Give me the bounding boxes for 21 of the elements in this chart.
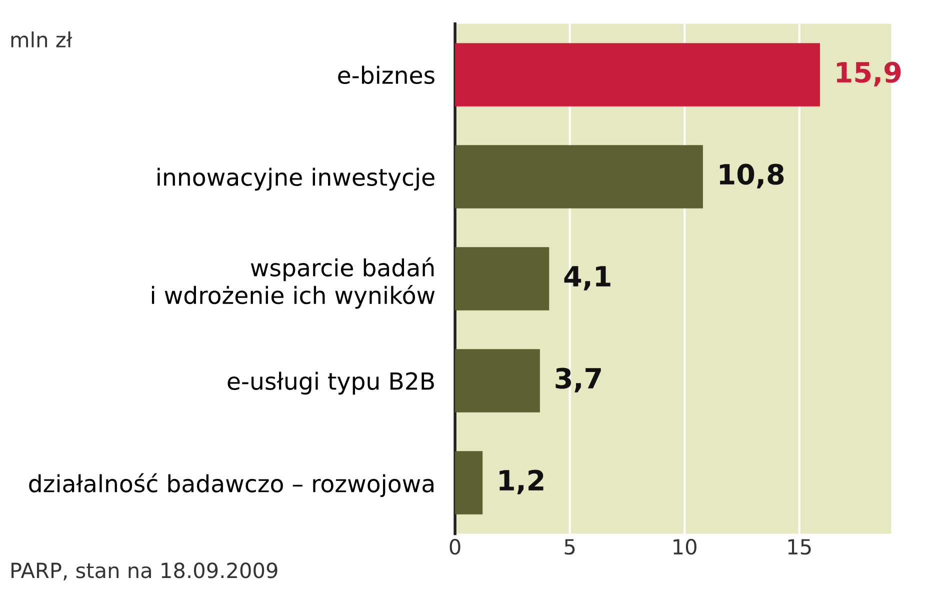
y-tick-label: działalność badawczo – rozwojowa bbox=[29, 473, 434, 498]
y-tick-label: e-usługi typu B2B bbox=[228, 372, 434, 395]
bar bbox=[455, 349, 540, 412]
x-tick-label: 0 bbox=[450, 538, 460, 555]
bar bbox=[455, 451, 483, 514]
x-tick-label: 5 bbox=[564, 539, 575, 555]
bar bbox=[455, 145, 703, 208]
y-tick-label: e-biznes bbox=[338, 66, 434, 84]
bar bbox=[455, 247, 550, 310]
text: mln zł bbox=[11, 31, 72, 48]
data-label: 10,8 bbox=[720, 164, 784, 188]
data-label: 1,2 bbox=[500, 470, 544, 494]
text: PARP, stan na 18.09.2009 bbox=[12, 562, 278, 580]
x-tick-label: 10 bbox=[674, 538, 696, 555]
data-label: 3,7 bbox=[556, 368, 601, 392]
bar bbox=[455, 43, 820, 106]
y-tick-label: wsparcie badań i wdrożenie ich wyników bbox=[152, 257, 435, 309]
data-label: 15,9 bbox=[836, 62, 901, 86]
y-tick-label: innowacyjne inwestycje bbox=[158, 168, 434, 191]
x-tick-label: 15 bbox=[788, 539, 811, 555]
data-label: 4,1 bbox=[564, 266, 610, 290]
